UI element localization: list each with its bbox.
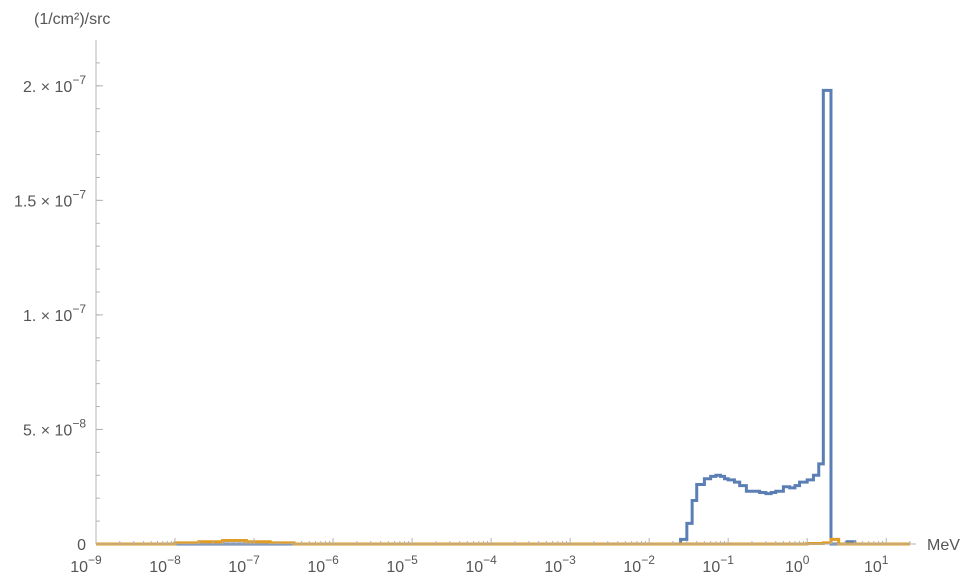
x-tick-label: 10−9	[70, 553, 102, 576]
y-axis-label: (1/cm²)/src	[34, 11, 110, 28]
series-1-line	[96, 88, 910, 546]
x-tick-label: 10−5	[386, 553, 418, 576]
x-tick-label: 10−1	[702, 553, 734, 576]
x-axis-label: MeV	[927, 537, 960, 554]
x-tick-label: 10−8	[149, 553, 181, 576]
y-tick-label: 5. × 10−8	[23, 416, 86, 439]
y-tick-label: 0	[77, 537, 86, 554]
y-tick-label: 2. × 10−7	[23, 73, 86, 96]
x-tick-label: 10−4	[465, 553, 497, 576]
y-tick-label: 1. × 10−7	[23, 302, 86, 325]
x-tick-label: 10−2	[623, 553, 655, 576]
y-axis-ticks: 0 5. × 10−8 1. × 10−7 1.5 × 10−7 2. × 10−7	[14, 62, 103, 554]
x-tick-label: 10−6	[307, 553, 339, 576]
x-tick-label: 101	[864, 553, 889, 576]
x-tick-label: 10−7	[228, 553, 260, 576]
x-tick-label: 10−3	[544, 553, 576, 576]
axes-layer	[95, 40, 916, 545]
y-tick-label: 1.5 × 10−7	[14, 187, 86, 210]
series-layer	[96, 88, 910, 546]
x-axis-ticks: 10−9 10−8 10−7 10−6 10−5 10−4 10−3 10−2 10−1 100 1…	[70, 538, 911, 576]
x-tick-label: 100	[785, 553, 810, 576]
